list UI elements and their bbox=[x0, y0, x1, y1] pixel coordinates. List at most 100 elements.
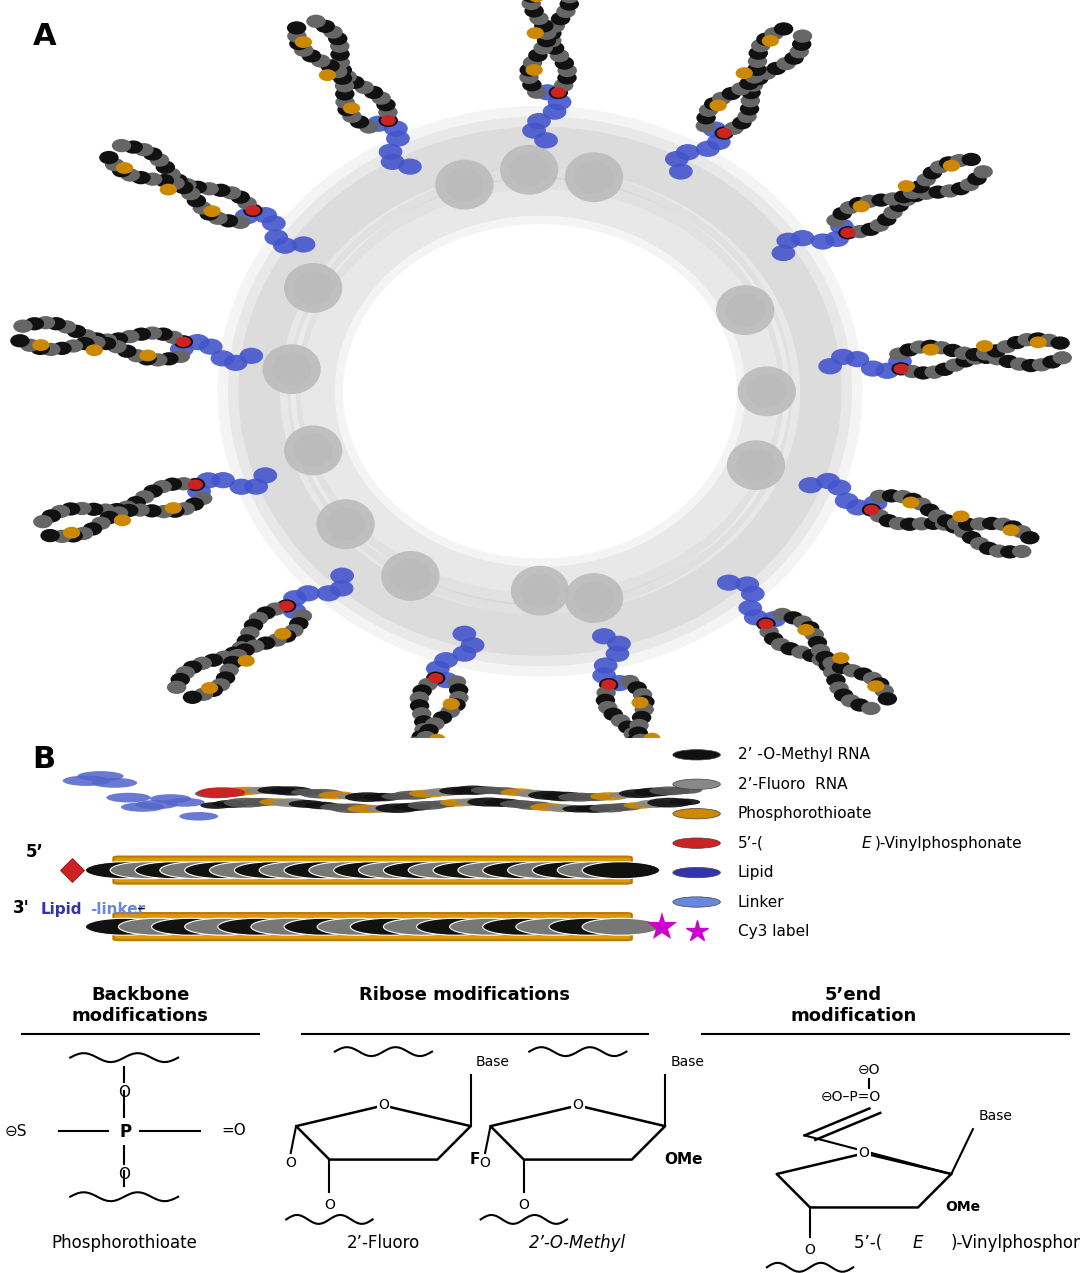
Circle shape bbox=[827, 480, 851, 495]
Circle shape bbox=[958, 518, 977, 531]
Circle shape bbox=[211, 679, 230, 691]
Text: Lipid: Lipid bbox=[738, 866, 774, 880]
Text: ⊖O–P=O: ⊖O–P=O bbox=[821, 1090, 881, 1104]
FancyBboxPatch shape bbox=[113, 857, 632, 883]
Circle shape bbox=[328, 65, 348, 78]
Circle shape bbox=[757, 66, 777, 80]
Circle shape bbox=[167, 681, 187, 694]
Circle shape bbox=[802, 649, 822, 662]
Circle shape bbox=[319, 69, 336, 81]
Circle shape bbox=[97, 334, 117, 346]
Circle shape bbox=[192, 201, 212, 215]
Circle shape bbox=[792, 38, 811, 51]
Circle shape bbox=[283, 591, 307, 606]
Circle shape bbox=[536, 84, 559, 101]
Circle shape bbox=[623, 802, 656, 808]
Circle shape bbox=[976, 340, 994, 351]
Circle shape bbox=[192, 657, 212, 670]
Circle shape bbox=[968, 172, 987, 186]
Text: OMe: OMe bbox=[945, 1200, 980, 1214]
Circle shape bbox=[109, 332, 129, 345]
Circle shape bbox=[254, 207, 278, 223]
Circle shape bbox=[943, 160, 960, 172]
Circle shape bbox=[559, 0, 579, 10]
Circle shape bbox=[92, 778, 137, 788]
Circle shape bbox=[928, 509, 947, 523]
Circle shape bbox=[315, 19, 335, 33]
Ellipse shape bbox=[727, 440, 785, 490]
Circle shape bbox=[215, 651, 234, 663]
Circle shape bbox=[725, 122, 744, 135]
Circle shape bbox=[238, 656, 255, 667]
Circle shape bbox=[390, 749, 409, 763]
Circle shape bbox=[337, 793, 367, 799]
Circle shape bbox=[889, 517, 908, 530]
Circle shape bbox=[337, 70, 356, 83]
Circle shape bbox=[842, 665, 862, 677]
Circle shape bbox=[446, 698, 465, 712]
Circle shape bbox=[318, 918, 395, 936]
Circle shape bbox=[1039, 334, 1058, 348]
Circle shape bbox=[168, 173, 188, 187]
Circle shape bbox=[838, 227, 858, 239]
Circle shape bbox=[283, 603, 307, 619]
Circle shape bbox=[535, 132, 558, 149]
Circle shape bbox=[986, 344, 1005, 358]
Circle shape bbox=[381, 793, 414, 799]
Circle shape bbox=[85, 918, 163, 936]
Circle shape bbox=[960, 178, 980, 191]
Circle shape bbox=[759, 625, 779, 639]
Circle shape bbox=[433, 712, 453, 724]
Circle shape bbox=[201, 682, 218, 694]
Circle shape bbox=[350, 918, 428, 936]
Circle shape bbox=[893, 490, 913, 503]
Circle shape bbox=[292, 237, 315, 252]
Circle shape bbox=[419, 747, 438, 760]
Circle shape bbox=[51, 505, 70, 518]
Circle shape bbox=[545, 19, 565, 33]
Text: Base: Base bbox=[671, 1055, 704, 1069]
Circle shape bbox=[405, 783, 424, 796]
Circle shape bbox=[619, 789, 660, 798]
Circle shape bbox=[900, 344, 919, 356]
Circle shape bbox=[97, 337, 117, 350]
Text: 2’-O-Methyl: 2’-O-Methyl bbox=[529, 1234, 626, 1253]
Ellipse shape bbox=[726, 294, 765, 327]
Circle shape bbox=[869, 677, 889, 691]
Circle shape bbox=[221, 186, 241, 200]
Circle shape bbox=[1012, 524, 1031, 538]
Text: OMe: OMe bbox=[664, 1152, 703, 1167]
Circle shape bbox=[483, 918, 561, 936]
Circle shape bbox=[879, 514, 899, 527]
Circle shape bbox=[619, 766, 638, 779]
Circle shape bbox=[235, 643, 255, 657]
Circle shape bbox=[186, 477, 205, 491]
Circle shape bbox=[651, 754, 671, 766]
Text: 2’ -O-Methyl RNA: 2’ -O-Methyl RNA bbox=[738, 747, 869, 763]
Circle shape bbox=[136, 799, 178, 810]
Circle shape bbox=[731, 83, 751, 95]
Circle shape bbox=[195, 789, 237, 798]
Circle shape bbox=[468, 797, 509, 807]
Circle shape bbox=[171, 350, 190, 363]
Circle shape bbox=[784, 611, 804, 625]
Circle shape bbox=[994, 518, 1013, 531]
Circle shape bbox=[1021, 359, 1040, 372]
Circle shape bbox=[515, 789, 552, 798]
Circle shape bbox=[276, 600, 296, 612]
Circle shape bbox=[33, 516, 53, 528]
Circle shape bbox=[244, 619, 264, 631]
Circle shape bbox=[42, 509, 62, 522]
Circle shape bbox=[381, 763, 401, 777]
Circle shape bbox=[143, 504, 162, 518]
Circle shape bbox=[673, 867, 720, 878]
Circle shape bbox=[392, 791, 433, 799]
Circle shape bbox=[72, 502, 92, 516]
Circle shape bbox=[107, 503, 126, 517]
Circle shape bbox=[408, 862, 486, 878]
Circle shape bbox=[426, 717, 445, 731]
Circle shape bbox=[289, 617, 309, 630]
Circle shape bbox=[376, 803, 419, 813]
Text: Phosphorothioate: Phosphorothioate bbox=[738, 806, 873, 821]
Circle shape bbox=[861, 360, 885, 377]
